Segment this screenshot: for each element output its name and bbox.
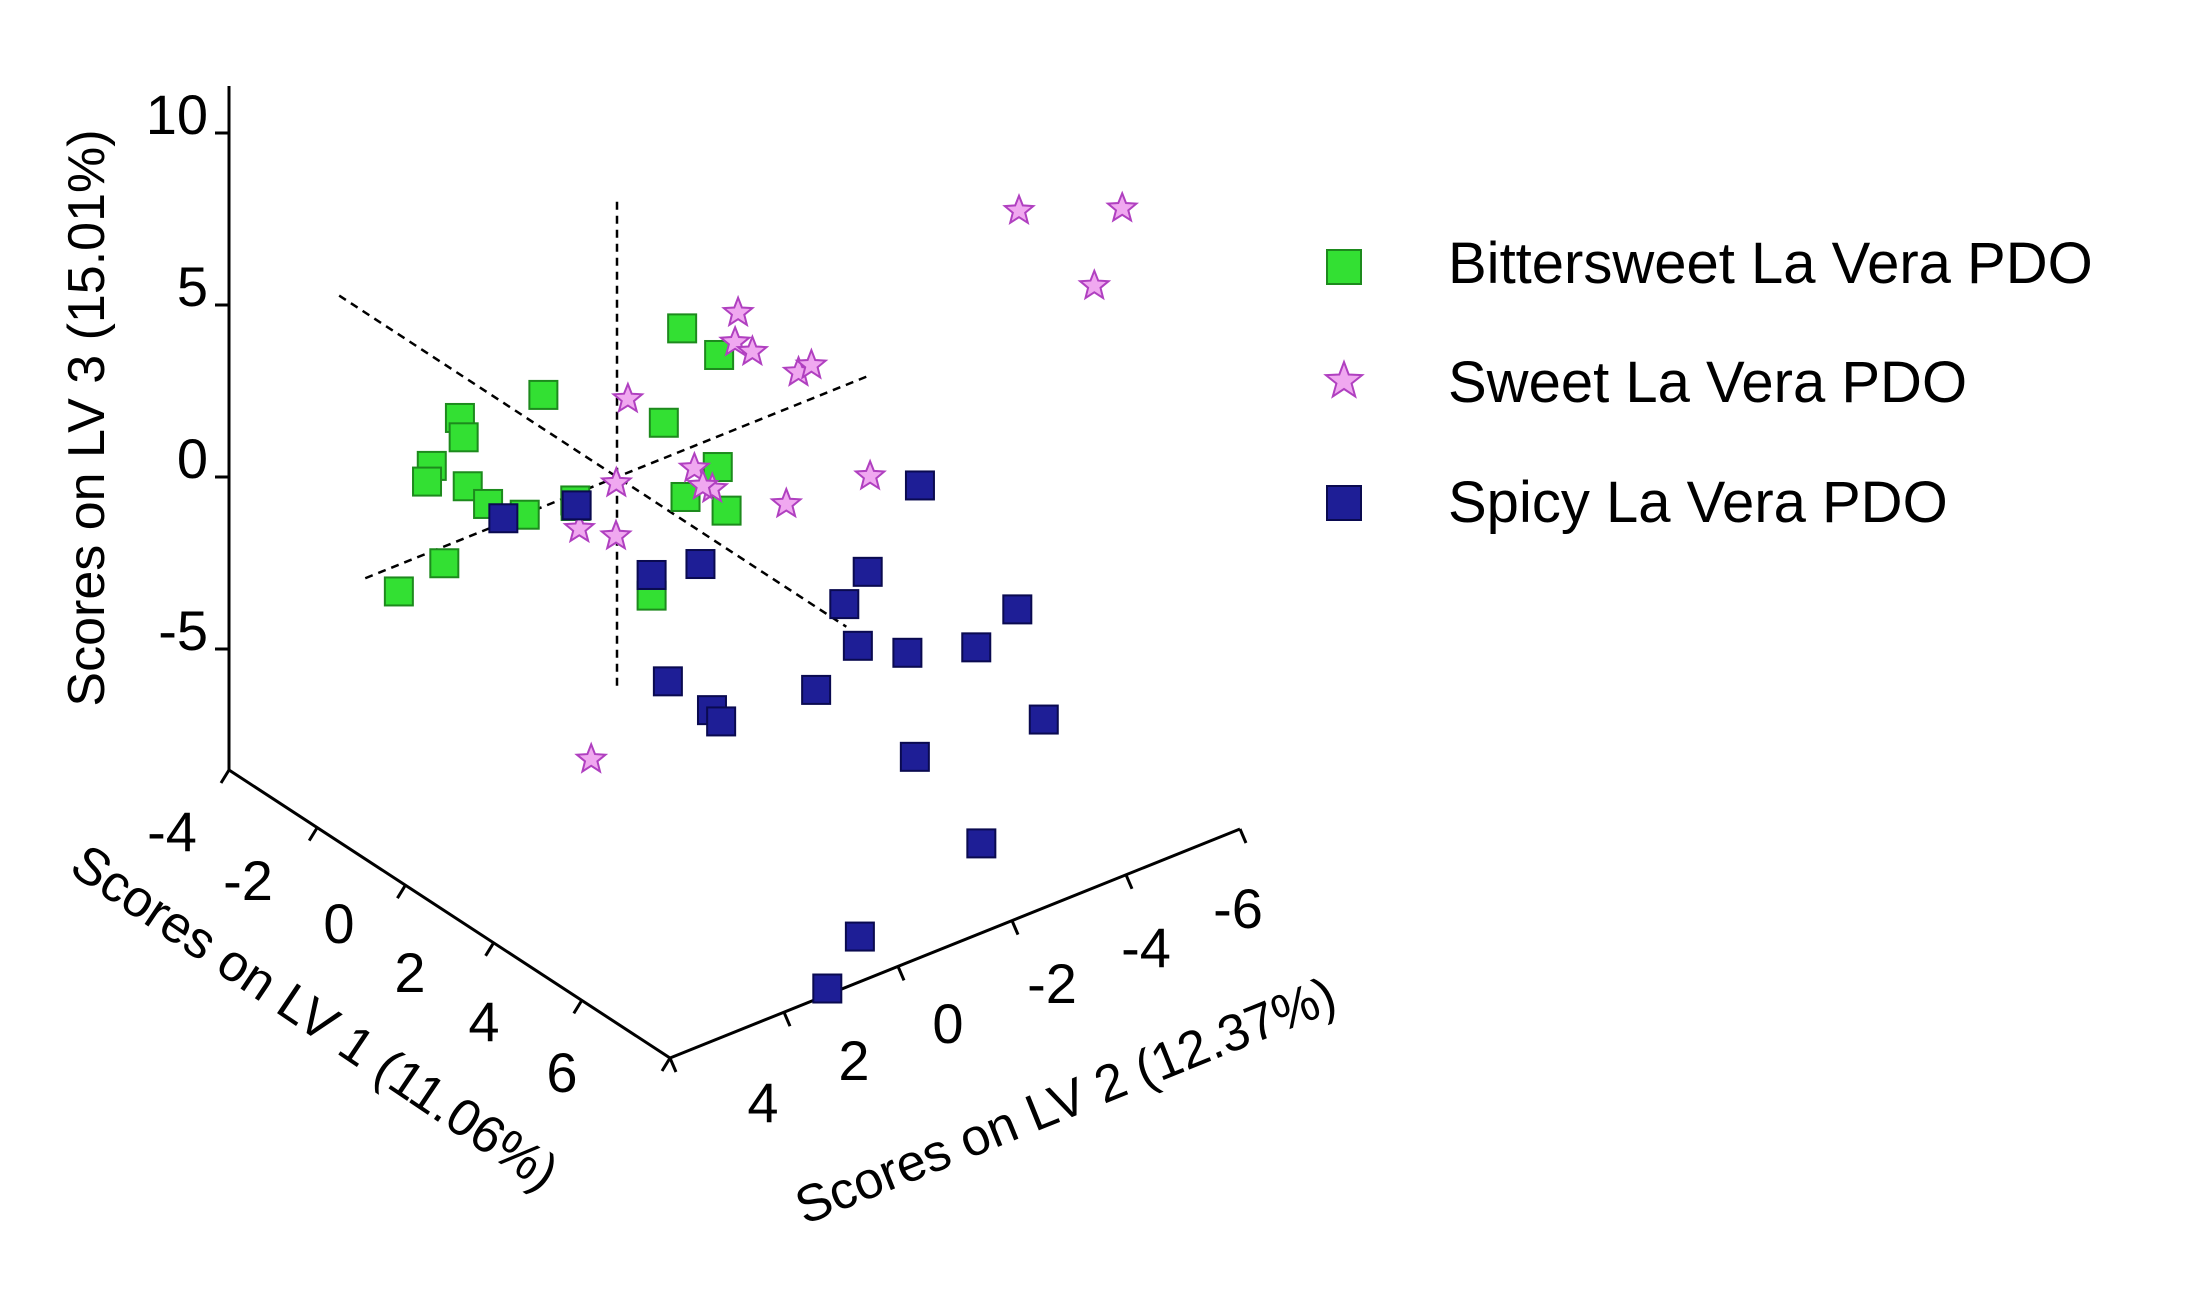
legend-entry-spicy: Spicy La Vera PDO — [1326, 470, 1948, 535]
data-point-square — [528, 379, 559, 410]
lv2-tick-mark — [668, 1057, 678, 1073]
lv1-tick-0: 0 — [323, 892, 354, 955]
data-point-square — [648, 407, 679, 438]
data-point-square — [667, 313, 698, 344]
data-point-star — [599, 465, 634, 498]
lv3-tick-labels: 10 5 0 -5 — [146, 83, 208, 662]
lv1-tick-2: 2 — [394, 941, 425, 1004]
lv3-tick-0: 0 — [177, 427, 208, 490]
lv2-tick-mark — [1124, 874, 1134, 890]
lv1-tick-minus-2: -2 — [223, 849, 273, 912]
legend-marker-spicy — [1326, 485, 1362, 521]
data-point-star — [562, 511, 597, 544]
axis-ticks — [215, 131, 1248, 1073]
data-point-square — [383, 576, 414, 607]
data-point-square — [636, 559, 667, 590]
legend-entry-bittersweet: Bittersweet La Vera PDO — [1326, 231, 2093, 296]
lv3-tick-5: 5 — [177, 255, 208, 318]
data-point-star — [599, 518, 633, 551]
lv1-tick-mark — [484, 942, 495, 957]
data-point-star — [769, 486, 804, 519]
data-point-square — [842, 630, 873, 661]
lv1-tick-4: 4 — [468, 990, 499, 1053]
lv1-tick-mark — [660, 1057, 672, 1072]
data-point-star — [677, 450, 712, 483]
lv1-tick-minus-4: -4 — [147, 800, 197, 863]
data-point-star — [611, 381, 645, 414]
lv1-guide-line — [338, 294, 848, 628]
data-point-square — [706, 706, 737, 737]
data-point-square — [1002, 594, 1033, 625]
data-points — [383, 190, 1139, 1004]
legend-entry-sweet: Sweet La Vera PDO — [1323, 350, 1967, 415]
data-point-square — [801, 674, 832, 705]
data-point-square — [844, 921, 875, 952]
lv1-tick-6: 6 — [546, 1041, 577, 1104]
lv2-tick-mark — [782, 1011, 792, 1027]
data-point-square — [711, 495, 742, 526]
lv1-axis-line — [228, 768, 671, 1060]
data-point-square — [899, 741, 930, 772]
lv2-tick-minus-2: -2 — [1027, 952, 1077, 1015]
data-point-star — [794, 347, 829, 380]
data-point-star — [1002, 192, 1036, 226]
lv3-tick-10: 10 — [146, 83, 208, 146]
legend-label-bittersweet: Bittersweet La Vera PDO — [1448, 231, 2093, 296]
data-point-square — [652, 666, 683, 697]
lv2-tick-mark — [1010, 920, 1020, 936]
series-spicy — [488, 470, 1059, 1004]
data-point-square — [961, 632, 992, 663]
axis-frame — [227, 86, 1241, 1060]
data-point-square — [966, 828, 997, 859]
data-point-star — [686, 468, 720, 501]
lv2-tick-2: 2 — [838, 1029, 869, 1092]
data-point-square — [829, 589, 860, 620]
data-point-square — [412, 466, 443, 497]
lv1-tick-labels: -4 -2 0 2 4 6 — [147, 800, 577, 1104]
center-guide-lines — [338, 201, 870, 691]
data-point-square — [904, 470, 935, 501]
lv1-tick-mark — [219, 769, 231, 784]
data-point-square — [702, 452, 733, 483]
lv1-tick-mark — [307, 826, 319, 842]
data-point-square — [852, 556, 883, 587]
data-point-square — [1028, 704, 1059, 735]
data-point-star — [721, 294, 756, 328]
data-point-square — [429, 548, 460, 579]
series-sweet — [562, 190, 1139, 774]
lv3-tick-minus-5: -5 — [158, 599, 208, 662]
lv3-axis-title: Scores on LV 3 (15.01%) — [58, 129, 116, 706]
data-point-star — [735, 333, 770, 367]
data-point-square — [892, 637, 923, 668]
data-point-square — [448, 422, 479, 453]
lv1-tick-mark — [396, 884, 407, 899]
legend-label-spicy: Spicy La Vera PDO — [1448, 470, 1948, 535]
data-point-square — [561, 490, 592, 521]
data-point-star — [853, 458, 887, 491]
lv2-tick-4: 4 — [747, 1071, 778, 1134]
data-point-star — [718, 324, 752, 357]
lv2-axis-line — [669, 827, 1241, 1060]
legend: Bittersweet La Vera PDO Sweet La Vera PD… — [1323, 231, 2093, 535]
data-point-square — [812, 973, 843, 1004]
lv2-tick-mark — [896, 965, 906, 981]
data-point-square — [488, 503, 519, 534]
lv2-tick-minus-6: -6 — [1213, 877, 1263, 940]
data-point-star — [1105, 190, 1139, 223]
legend-marker-sweet — [1323, 359, 1365, 399]
lv2-tick-minus-4: -4 — [1121, 916, 1171, 979]
lv2-tick-mark — [1238, 828, 1248, 844]
lv2-tick-0: 0 — [932, 992, 963, 1055]
data-point-square — [685, 549, 716, 580]
legend-marker-bittersweet — [1326, 249, 1362, 285]
lv2-tick-labels: 4 2 0 -2 -4 -6 — [747, 877, 1262, 1134]
legend-label-sweet: Sweet La Vera PDO — [1448, 350, 1967, 415]
lv1-tick-mark — [572, 999, 584, 1015]
data-point-star — [574, 741, 609, 774]
data-point-star — [1077, 268, 1112, 301]
